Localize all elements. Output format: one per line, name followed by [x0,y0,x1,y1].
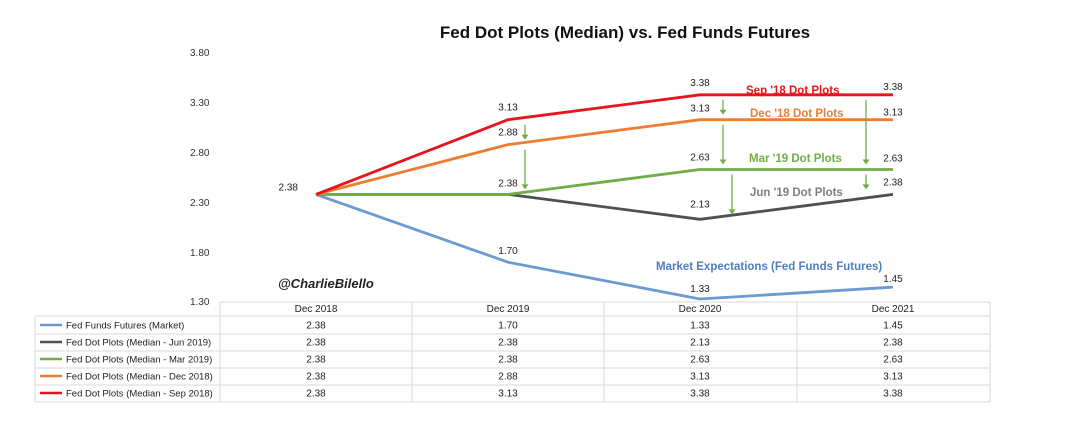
arrow-down-icon [862,174,870,190]
table-row-name: Fed Dot Plots (Median - Dec 2018) [66,372,213,383]
point-label: 1.45 [883,274,903,285]
point-label: 2.38 [498,178,518,189]
annotation-dec18: Dec '18 Dot Plots [750,108,843,120]
table-cell: 2.38 [498,355,518,366]
table-row-name: Fed Dot Plots (Median - Mar 2019) [66,355,212,366]
table-rows: Fed Funds Futures (Market) 2.38 1.70 1.33 1.… [40,321,903,400]
point-label: 2.38 [279,182,299,193]
table-cell: 2.63 [690,355,710,366]
point-label: 2.13 [690,199,710,210]
data-table: Dec 2018 Dec 2019 Dec 2020 Dec 2021 [34,301,991,403]
table-cell: 2.38 [883,338,903,349]
author-handle: @CharlieBilello [278,276,374,291]
series-line-dec18 [315,118,893,196]
point-label: 2.88 [498,128,518,139]
table-cell: 3.38 [883,389,903,400]
x-category-label: Dec 2019 [487,304,530,315]
x-category-label: Dec 2018 [295,304,338,315]
series-lines [315,93,894,301]
point-label: 3.38 [883,82,903,93]
y-tick-label: 2.80 [190,148,210,159]
table-row-name: Fed Funds Futures (Market) [66,321,184,332]
x-category-label: Dec 2020 [679,304,722,315]
table-cell: 2.38 [306,355,326,366]
table-cell: 2.63 [883,355,903,366]
point-label: 3.38 [690,78,710,89]
point-label: 2.63 [883,154,903,165]
series-line-mar19 [316,168,893,196]
annotation-jun19: Jun '19 Dot Plots [750,187,843,199]
point-label: 3.13 [498,103,518,114]
y-tick-label: 3.80 [190,48,210,59]
table-cell: 2.88 [498,372,518,383]
point-label: 3.13 [690,104,710,115]
annotation-futures: Market Expectations (Fed Funds Futures) [656,261,882,273]
table-cell: 2.13 [690,338,710,349]
table-cell: 2.38 [306,372,326,383]
arrow-down-icon [719,99,727,115]
table-row-name: Fed Dot Plots (Median - Jun 2019) [66,338,211,349]
arrow-down-icon [521,149,529,190]
annotation-mar19: Mar '19 Dot Plots [749,153,842,165]
chart-title: Fed Dot Plots (Median) vs. Fed Funds Fut… [440,23,810,42]
annotation-sep18: Sep '18 Dot Plots [746,85,839,97]
point-label: 2.63 [690,153,710,164]
x-category-label: Dec 2021 [872,304,915,315]
y-tick-label: 1.30 [190,297,210,308]
table-row-name: Fed Dot Plots (Median - Sep 2018) [66,389,213,400]
table-cell: 3.13 [690,372,710,383]
table-cell: 2.38 [306,321,326,332]
series-line-futures [315,193,894,301]
table-cell: 1.70 [498,321,518,332]
arrow-down-icon [719,124,727,165]
table-cell: 1.45 [883,321,903,332]
table-cell: 3.38 [690,389,710,400]
series-line-sep18 [315,93,893,196]
point-label: 3.13 [883,108,903,119]
revision-arrows [521,99,870,215]
point-label: 2.38 [883,177,903,188]
table-cell: 3.13 [498,389,518,400]
table-cell: 3.13 [883,372,903,383]
table-cell: 2.38 [306,389,326,400]
arrow-down-icon [728,174,736,215]
arrow-down-icon [521,124,529,140]
point-label: 1.70 [498,246,518,257]
table-cell: 1.33 [690,321,710,332]
arrow-down-icon [862,99,870,165]
y-tick-label: 1.80 [190,248,210,259]
point-labels: 2.38 3.13 3.38 3.38 2.88 3.13 3.13 2.38 2.63 2.63… [279,78,904,295]
point-label: 1.33 [690,284,710,295]
table-cell: 2.38 [306,338,326,349]
table-cell: 2.38 [498,338,518,349]
y-tick-label: 3.30 [190,98,210,109]
y-tick-label: 2.30 [190,198,210,209]
